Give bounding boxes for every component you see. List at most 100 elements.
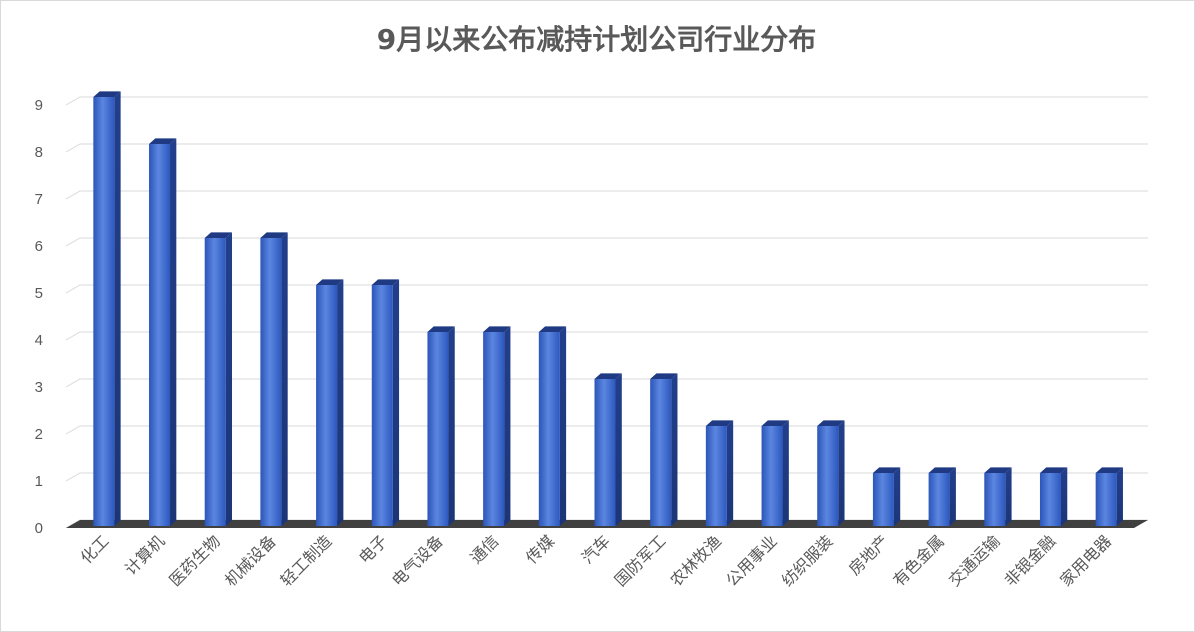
- bar: [316, 279, 344, 526]
- bar-side: [170, 138, 177, 526]
- bar-front: [705, 426, 727, 526]
- y-tick-label: 9: [35, 97, 43, 114]
- bar-front: [93, 97, 115, 526]
- gridline: [65, 190, 1148, 200]
- x-tick-label: 传媒: [522, 531, 558, 567]
- bar: [928, 467, 956, 526]
- x-tick-label: 交通运输: [945, 531, 1004, 590]
- gridline: [65, 331, 1148, 341]
- bar-top: [1095, 467, 1123, 473]
- bar-top: [872, 467, 901, 473]
- bar: [1095, 467, 1123, 526]
- bar-side: [838, 420, 845, 526]
- bar: [872, 467, 901, 526]
- x-tick-label: 汽车: [578, 531, 614, 567]
- bar-front: [1039, 473, 1061, 526]
- gridline: [65, 378, 1148, 388]
- gridline: [65, 143, 1148, 153]
- bar: [149, 138, 177, 526]
- bar-top: [260, 232, 288, 238]
- x-tick-label: 纺织服装: [778, 531, 837, 590]
- bar: [538, 326, 567, 526]
- bar: [93, 91, 121, 527]
- bar: [594, 373, 622, 526]
- bar-side: [392, 279, 400, 526]
- bar-side: [281, 232, 288, 526]
- x-tick-label: 农林牧渔: [666, 531, 725, 590]
- gridline: [65, 237, 1148, 247]
- bar-front: [316, 285, 338, 526]
- bar-side: [337, 279, 344, 526]
- y-tick-label: 8: [35, 144, 43, 161]
- bar-front: [928, 473, 950, 526]
- bar-front: [204, 238, 226, 526]
- bar-top: [427, 326, 455, 332]
- bar-top: [594, 373, 622, 379]
- bar-side: [1116, 467, 1123, 526]
- bar-front: [1095, 473, 1117, 526]
- gridline: [65, 425, 1148, 435]
- bar: [483, 326, 511, 526]
- bar: [984, 467, 1012, 526]
- bar-front: [260, 238, 282, 526]
- bar: [260, 232, 288, 526]
- bar-side: [782, 420, 789, 526]
- y-tick-label: 6: [35, 238, 43, 255]
- bar-side: [1060, 467, 1068, 526]
- x-tick-label: 化工: [77, 531, 113, 567]
- x-tick-label: 公用事业: [722, 531, 781, 590]
- x-tick-label: 通信: [466, 531, 502, 567]
- x-tick-label: 国防军工: [611, 531, 670, 590]
- bar-front: [650, 379, 672, 526]
- bar: [1039, 467, 1068, 526]
- bar: [204, 232, 233, 526]
- bar-top: [928, 467, 956, 473]
- bar-side: [114, 91, 121, 527]
- bar: [761, 420, 789, 526]
- bar-front: [483, 332, 505, 526]
- bar-side: [225, 232, 233, 526]
- y-tick-label: 1: [35, 473, 43, 490]
- bar-top: [1039, 467, 1068, 473]
- x-tick-label: 轻工制造: [277, 531, 336, 590]
- y-tick-label: 5: [35, 285, 43, 302]
- y-tick-label: 0: [35, 520, 43, 537]
- bar-top: [705, 420, 734, 426]
- bar-top: [984, 467, 1012, 473]
- bar-front: [761, 426, 783, 526]
- x-tick-label: 家用电器: [1056, 531, 1115, 590]
- bar: [371, 279, 400, 526]
- bar-top: [204, 232, 233, 238]
- bar-front: [149, 144, 171, 526]
- bar-top: [316, 279, 344, 285]
- x-tick-label: 机械设备: [221, 531, 280, 590]
- x-tick-label: 电气设备: [388, 531, 447, 590]
- bar-side: [615, 373, 622, 526]
- bar-side: [671, 373, 678, 526]
- bar-top: [483, 326, 511, 332]
- bar-top: [817, 420, 845, 426]
- bar: [705, 420, 734, 526]
- bar: [650, 373, 678, 526]
- bar-front: [594, 379, 616, 526]
- bar-front: [427, 332, 449, 526]
- bar-front: [371, 285, 393, 526]
- bar-side: [448, 326, 455, 526]
- bar-top: [650, 373, 678, 379]
- bar-side: [504, 326, 511, 526]
- gridline: [65, 284, 1148, 294]
- x-tick-label: 电子: [355, 531, 391, 567]
- x-tick-label: 医药生物: [165, 531, 224, 590]
- y-tick-label: 4: [35, 332, 43, 349]
- bar: [427, 326, 455, 526]
- x-tick-label: 房地产: [845, 531, 892, 578]
- bar-side: [1005, 467, 1012, 526]
- bar-side: [949, 467, 956, 526]
- bar-side: [726, 420, 734, 526]
- x-tick-label: 非银金融: [1001, 531, 1060, 590]
- y-tick-label: 2: [35, 426, 43, 443]
- bar-front: [538, 332, 560, 526]
- gridline: [65, 472, 1148, 482]
- bar-side: [893, 467, 901, 526]
